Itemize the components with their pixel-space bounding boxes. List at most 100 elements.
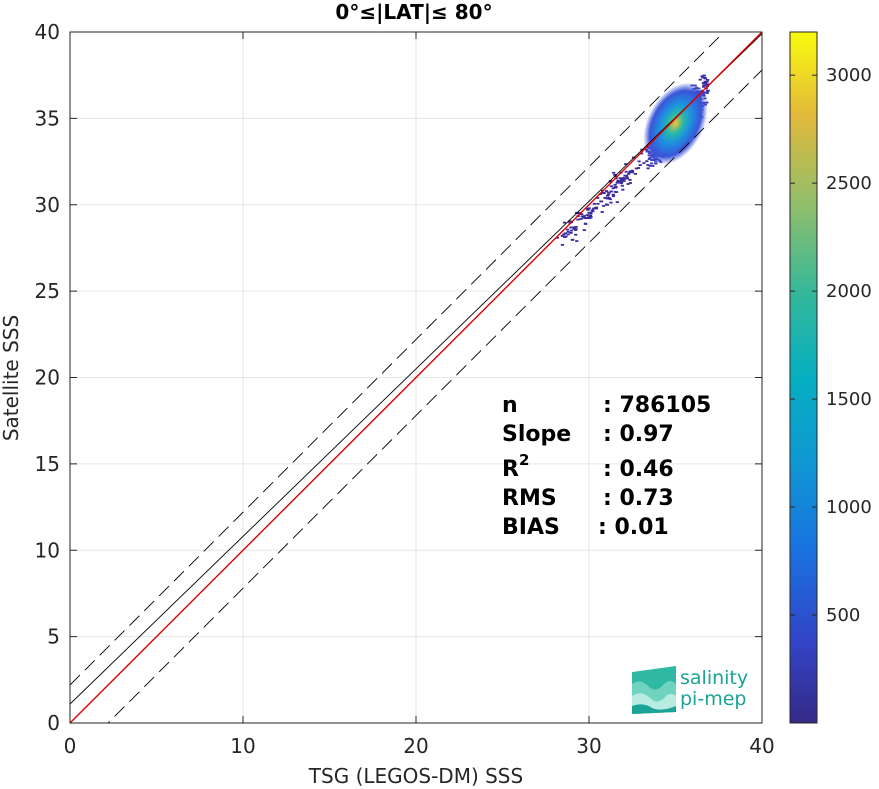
density-bin: [586, 209, 590, 211]
density-bin: [634, 167, 638, 170]
density-bin: [628, 182, 632, 184]
y-axis: 0 5 10 15 20 25 30 35 40: [35, 20, 762, 735]
density-bin: [605, 194, 610, 197]
density-bin: [611, 187, 615, 190]
density-bin: [625, 177, 630, 180]
density-bin: [596, 197, 600, 199]
density-bin: [615, 181, 619, 184]
x-tick-label: 0: [64, 734, 77, 758]
density-bin: [705, 80, 709, 83]
density-bin: [555, 236, 560, 239]
density-bin: [587, 215, 591, 217]
density-bin: [628, 179, 632, 181]
one-to-one-line: [70, 32, 762, 723]
x-tick-label: 40: [749, 734, 774, 758]
density-bin: [584, 223, 588, 225]
density-bin: [703, 82, 708, 85]
regression-line: [70, 33, 762, 705]
density-bin: [565, 228, 570, 231]
density-bin: [624, 170, 628, 173]
density-bin: [646, 164, 650, 166]
density-bin: [706, 90, 710, 92]
density-bin: [702, 86, 706, 88]
salinity-pi-mep-logo: salinity pi-mep: [632, 666, 748, 714]
density-bin: [613, 174, 617, 176]
density-bin: [653, 162, 658, 165]
density-bin: [609, 190, 613, 193]
density-bin: [605, 203, 609, 206]
density-bin: [611, 193, 615, 196]
y-tick-label: 25: [35, 279, 60, 303]
density-bin: [564, 235, 568, 238]
y-tick-label: 15: [35, 452, 60, 476]
density-bin: [579, 218, 583, 220]
density-bin: [649, 162, 654, 165]
density-bin: [645, 160, 649, 163]
density-bin: [637, 160, 641, 163]
stat-r2-base: R: [502, 457, 519, 482]
colorbar-tick-label: 500: [826, 605, 860, 626]
density-bin: [614, 191, 619, 193]
density-bin: [611, 195, 616, 198]
density-bin: [646, 167, 650, 170]
density-bin: [703, 80, 707, 83]
y-tick-label: 5: [47, 625, 60, 649]
density-bin: [609, 201, 613, 204]
stat-rms-label: RMS: [502, 486, 557, 511]
x-axis-label: TSG (LEGOS-DM) SSS: [308, 764, 523, 788]
density-bin: [568, 221, 572, 224]
density-bin: [701, 76, 705, 79]
stat-r2-label: R2: [502, 451, 529, 482]
y-tick-label: 40: [35, 20, 60, 44]
y-tick-label: 20: [35, 366, 60, 390]
density-bin: [589, 211, 593, 214]
density-bin: [626, 183, 630, 185]
density-bin: [615, 201, 619, 203]
density-bin: [606, 193, 610, 196]
density-bin: [647, 158, 651, 160]
stat-r2-value: : 0.46: [603, 457, 674, 482]
upper-bound-line: [70, 32, 725, 686]
density-bin: [578, 212, 582, 214]
density-bin: [648, 164, 652, 167]
density-bin: [609, 185, 613, 188]
density-bin: [627, 173, 631, 175]
stat-rms-value: : 0.73: [603, 486, 674, 511]
stat-n-value: : 786105: [603, 393, 711, 418]
density-bin: [586, 207, 590, 210]
density-bin: [608, 198, 612, 201]
colorbar-tick-label: 2500: [826, 173, 872, 194]
density-bin: [586, 217, 590, 219]
density-bin: [633, 173, 637, 175]
density-bin: [576, 218, 580, 221]
stat-slope-label: Slope: [502, 422, 571, 447]
chart-title: 0°≤|LAT|≤ 80°: [335, 0, 492, 24]
density-bin: [583, 217, 588, 220]
x-tick-label: 30: [576, 734, 601, 758]
density-bin: [568, 220, 572, 223]
density-bin: [705, 92, 709, 94]
density-bin: [572, 227, 576, 230]
density-bin: [572, 226, 576, 229]
logo-mark-icon: [632, 666, 676, 714]
stat-slope-value: : 0.97: [603, 422, 674, 447]
colorbar-tick-label: 1500: [826, 389, 872, 410]
density-bin: [593, 207, 597, 209]
density-bin: [563, 232, 567, 235]
density-bin: [569, 226, 573, 229]
density-bin: [629, 170, 633, 173]
stat-bias-value: : 0.01: [598, 515, 669, 540]
density-bin: [592, 202, 596, 205]
density-bin: [562, 221, 566, 224]
density-bin: [638, 164, 642, 166]
density-bin: [614, 186, 618, 188]
density-bin: [623, 174, 627, 177]
density-bin: [631, 156, 636, 159]
statistics-annotation: n : 786105 Slope : 0.97 R2 : 0.46 RMS : …: [502, 393, 711, 540]
density-bin: [602, 192, 606, 194]
y-tick-label: 35: [35, 106, 60, 130]
density-bin: [617, 180, 621, 183]
density-bin: [613, 183, 617, 186]
density-bin: [582, 216, 586, 219]
density-bin: [636, 167, 641, 169]
